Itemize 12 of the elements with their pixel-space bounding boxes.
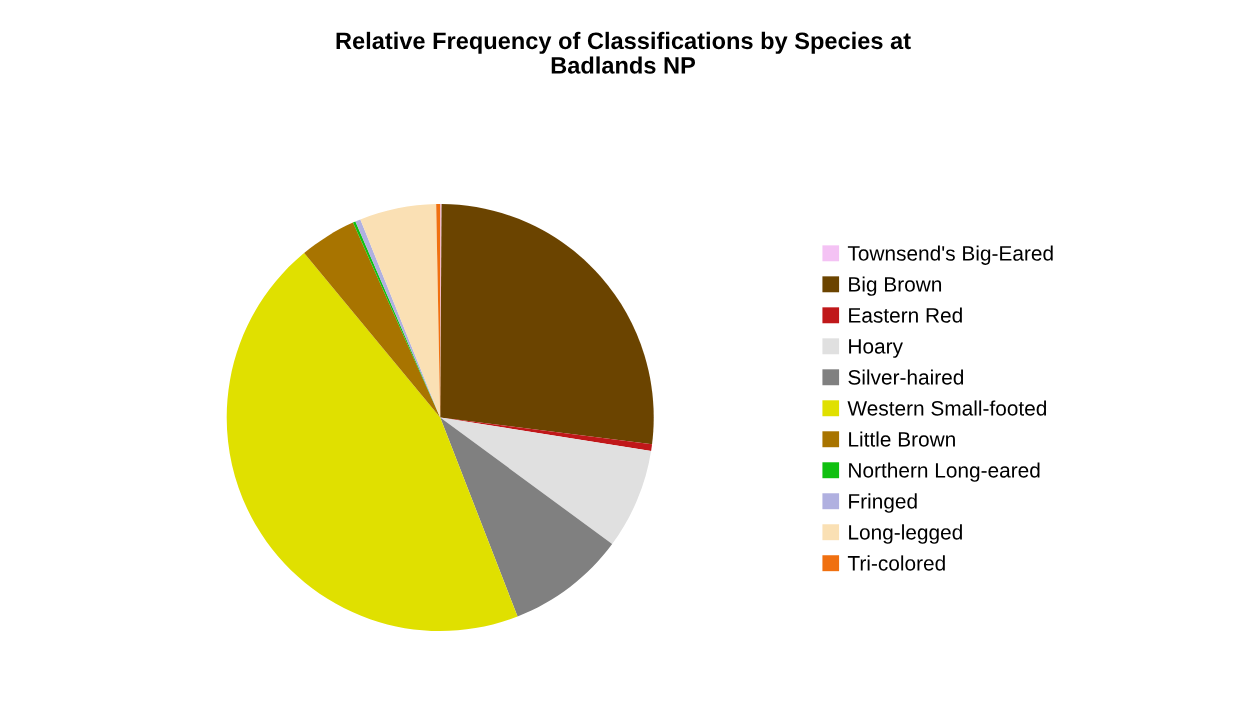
legend-label: Northern Long-eared bbox=[849, 462, 1040, 482]
chart-title: Relative Frequency of Classifications by Species at Badlands NP bbox=[336, 31, 911, 74]
legend-label: Tri-colored bbox=[847, 555, 945, 571]
legend-label: Hoary bbox=[849, 339, 903, 358]
legend-label: Fringed bbox=[849, 493, 917, 513]
legend-label: Eastern Red bbox=[849, 307, 962, 323]
legend-label: Townsend's Big-Eared bbox=[847, 245, 1053, 265]
legend-label: Western Small-footed bbox=[847, 400, 1047, 416]
legend-label: Long-legged bbox=[849, 524, 962, 544]
legend-label: Big Brown bbox=[849, 276, 942, 296]
legend-label: Little Brown bbox=[849, 431, 955, 447]
legend-label: Silver-haired bbox=[848, 369, 964, 385]
